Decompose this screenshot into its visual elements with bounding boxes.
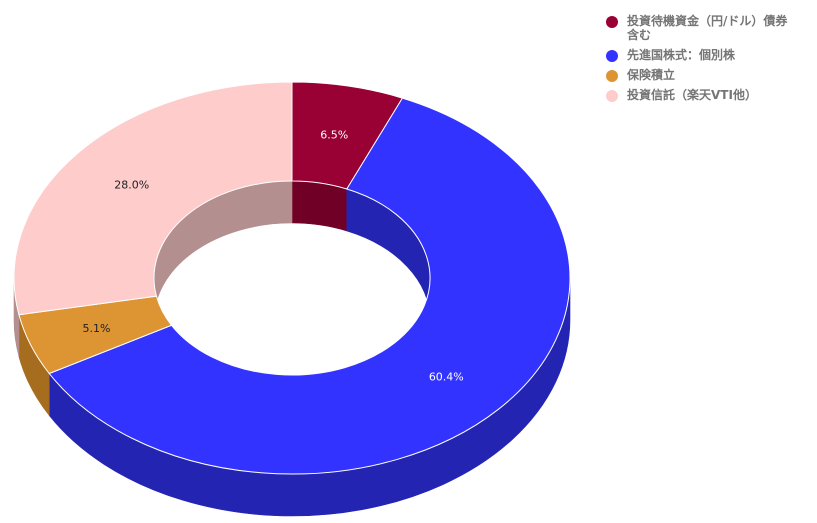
legend-entry[interactable]: 先進国株式：個別株 bbox=[606, 48, 806, 62]
legend-entry[interactable]: 保険積立 bbox=[606, 68, 806, 82]
slice-top-face bbox=[13, 81, 293, 316]
legend-entry[interactable]: 投資信託（楽天VTI他） bbox=[606, 88, 806, 102]
legend-label: 投資待機資金（円/ドル）債券含む bbox=[627, 14, 788, 42]
slice-label: 5.1% bbox=[83, 322, 111, 335]
slice-label: 28.0% bbox=[114, 179, 149, 192]
legend-swatch-icon bbox=[606, 16, 618, 28]
slice-label-layer: 6.5% 60.4% 5.1% 28.0% bbox=[83, 129, 464, 384]
legend-swatch-icon bbox=[606, 90, 618, 102]
slice-top-face bbox=[48, 97, 571, 475]
slice-label: 60.4% bbox=[429, 370, 464, 383]
legend-entry[interactable]: 投資待機資金（円/ドル）債券含む bbox=[606, 14, 806, 42]
legend-label: 保険積立 bbox=[627, 68, 676, 82]
legend-label: 先進国株式：個別株 bbox=[627, 48, 736, 62]
legend-label: 投資信託（楽天VTI他） bbox=[627, 88, 757, 102]
legend-swatch-icon bbox=[606, 50, 618, 62]
legend-swatch-icon bbox=[606, 70, 618, 82]
top-face-layer bbox=[13, 81, 571, 475]
slice-inner-wall bbox=[291, 180, 348, 232]
legend: 投資待機資金（円/ドル）債券含む 先進国株式：個別株 保険積立 投資信託（楽天V… bbox=[606, 14, 806, 108]
slice-label: 6.5% bbox=[320, 129, 348, 142]
